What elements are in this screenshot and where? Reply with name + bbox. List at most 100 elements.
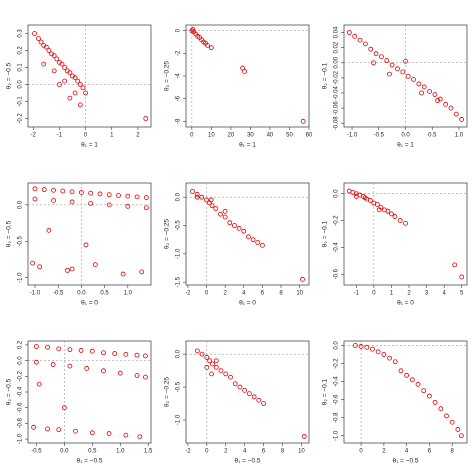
point bbox=[432, 92, 438, 97]
point bbox=[56, 427, 62, 433]
x-tick-label: 0 bbox=[205, 449, 209, 455]
point bbox=[65, 268, 70, 273]
point bbox=[101, 350, 106, 356]
point bbox=[106, 431, 112, 436]
y-tick-label: 0.0 bbox=[18, 356, 24, 365]
x-tick-label: 50 bbox=[286, 133, 293, 139]
panel: -2 -1 0 1 2 -0.2 -0.1 0.0 0.1 0.2 0.3 θ₁ = 1 θ₂ = −0… bbox=[6, 24, 152, 149]
x-tick-label: -1 bbox=[354, 291, 360, 297]
y-tick-label: -0.2 bbox=[18, 370, 24, 381]
y-axis-label: θ₂ = −0.1 bbox=[322, 62, 329, 89]
x-axis-label: θ₁ = 0 bbox=[81, 300, 98, 307]
point bbox=[208, 45, 214, 51]
point bbox=[411, 77, 416, 82]
point bbox=[213, 364, 219, 370]
point bbox=[256, 397, 262, 403]
point bbox=[60, 188, 66, 194]
point bbox=[353, 194, 359, 199]
point bbox=[67, 95, 73, 101]
point bbox=[36, 381, 42, 387]
y-tick-label: -0.02 bbox=[334, 70, 340, 84]
point bbox=[242, 387, 248, 393]
point bbox=[37, 264, 43, 270]
point bbox=[190, 27, 196, 32]
point bbox=[384, 58, 390, 63]
point bbox=[381, 352, 387, 357]
point bbox=[387, 71, 392, 77]
panel: -2 0 2 4 6 8 10 0.0 -0.5 -1.0 θ₁ = −0.5 θ₂ = −0.25 bbox=[164, 340, 310, 465]
point bbox=[346, 30, 352, 35]
point bbox=[443, 101, 449, 107]
point bbox=[125, 193, 131, 199]
point bbox=[112, 351, 118, 356]
x-axis-label: θ₁ = 1 bbox=[397, 142, 414, 149]
y-tick-label: -1.0 bbox=[18, 433, 24, 444]
point bbox=[246, 234, 251, 240]
point bbox=[448, 105, 454, 111]
point bbox=[77, 82, 83, 87]
point bbox=[194, 194, 200, 200]
point bbox=[455, 427, 461, 432]
point bbox=[31, 424, 36, 430]
point bbox=[143, 205, 149, 211]
point bbox=[300, 276, 305, 282]
y-tick-label: -1.0 bbox=[176, 414, 182, 425]
point bbox=[251, 394, 257, 400]
point bbox=[72, 75, 78, 81]
point bbox=[416, 81, 422, 87]
point bbox=[375, 349, 381, 355]
point bbox=[67, 70, 73, 75]
point bbox=[45, 344, 50, 350]
point bbox=[51, 187, 56, 193]
point bbox=[57, 82, 62, 87]
y-tick-label: 0.0 bbox=[18, 200, 24, 209]
point bbox=[62, 78, 68, 84]
y-tick-label: -0.8 bbox=[334, 412, 340, 423]
point bbox=[376, 207, 382, 213]
point bbox=[232, 223, 237, 228]
x-tick-label: 4 bbox=[243, 449, 247, 455]
x-axis-label: θ₁ = 1 bbox=[239, 142, 256, 149]
point bbox=[449, 419, 455, 425]
point bbox=[207, 358, 213, 364]
point bbox=[61, 405, 67, 411]
point bbox=[362, 41, 368, 47]
x-tick-label: -2 bbox=[31, 133, 37, 139]
x-tick-label: -2 bbox=[185, 449, 191, 455]
point bbox=[395, 66, 400, 72]
x-tick-label: 1 bbox=[110, 133, 114, 139]
y-axis-label: θ₂ = −0.25 bbox=[164, 61, 171, 91]
point bbox=[371, 60, 376, 66]
point bbox=[213, 206, 219, 211]
point bbox=[250, 237, 256, 243]
point bbox=[134, 352, 140, 358]
x-tick-label: 1.0 bbox=[455, 133, 464, 139]
point bbox=[56, 346, 62, 352]
point bbox=[427, 393, 432, 399]
point bbox=[459, 274, 465, 280]
point bbox=[143, 353, 148, 359]
y-tick-label: 0.2 bbox=[18, 46, 24, 55]
point bbox=[205, 43, 210, 48]
x-tick-label: 30 bbox=[247, 133, 254, 139]
point bbox=[50, 362, 56, 367]
point bbox=[352, 33, 358, 39]
point bbox=[72, 90, 78, 96]
x-tick-label: -1.0 bbox=[347, 133, 358, 139]
x-tick-label: -0.5 bbox=[374, 133, 385, 139]
y-tick-label: 0.02 bbox=[334, 41, 340, 53]
point bbox=[218, 211, 223, 217]
y-axis-label: θ₂ = −0.25 bbox=[164, 219, 171, 249]
point bbox=[415, 381, 421, 387]
x-tick-label: 0.0 bbox=[60, 449, 69, 455]
x-tick-label: 4 bbox=[405, 449, 409, 455]
point bbox=[242, 69, 247, 74]
point bbox=[38, 39, 44, 45]
point bbox=[125, 203, 131, 209]
point bbox=[222, 208, 228, 214]
point bbox=[62, 65, 68, 70]
x-tick-label: -0.5 bbox=[53, 291, 64, 297]
plot-frame bbox=[343, 24, 468, 128]
x-tick-label: 6 bbox=[428, 449, 432, 455]
